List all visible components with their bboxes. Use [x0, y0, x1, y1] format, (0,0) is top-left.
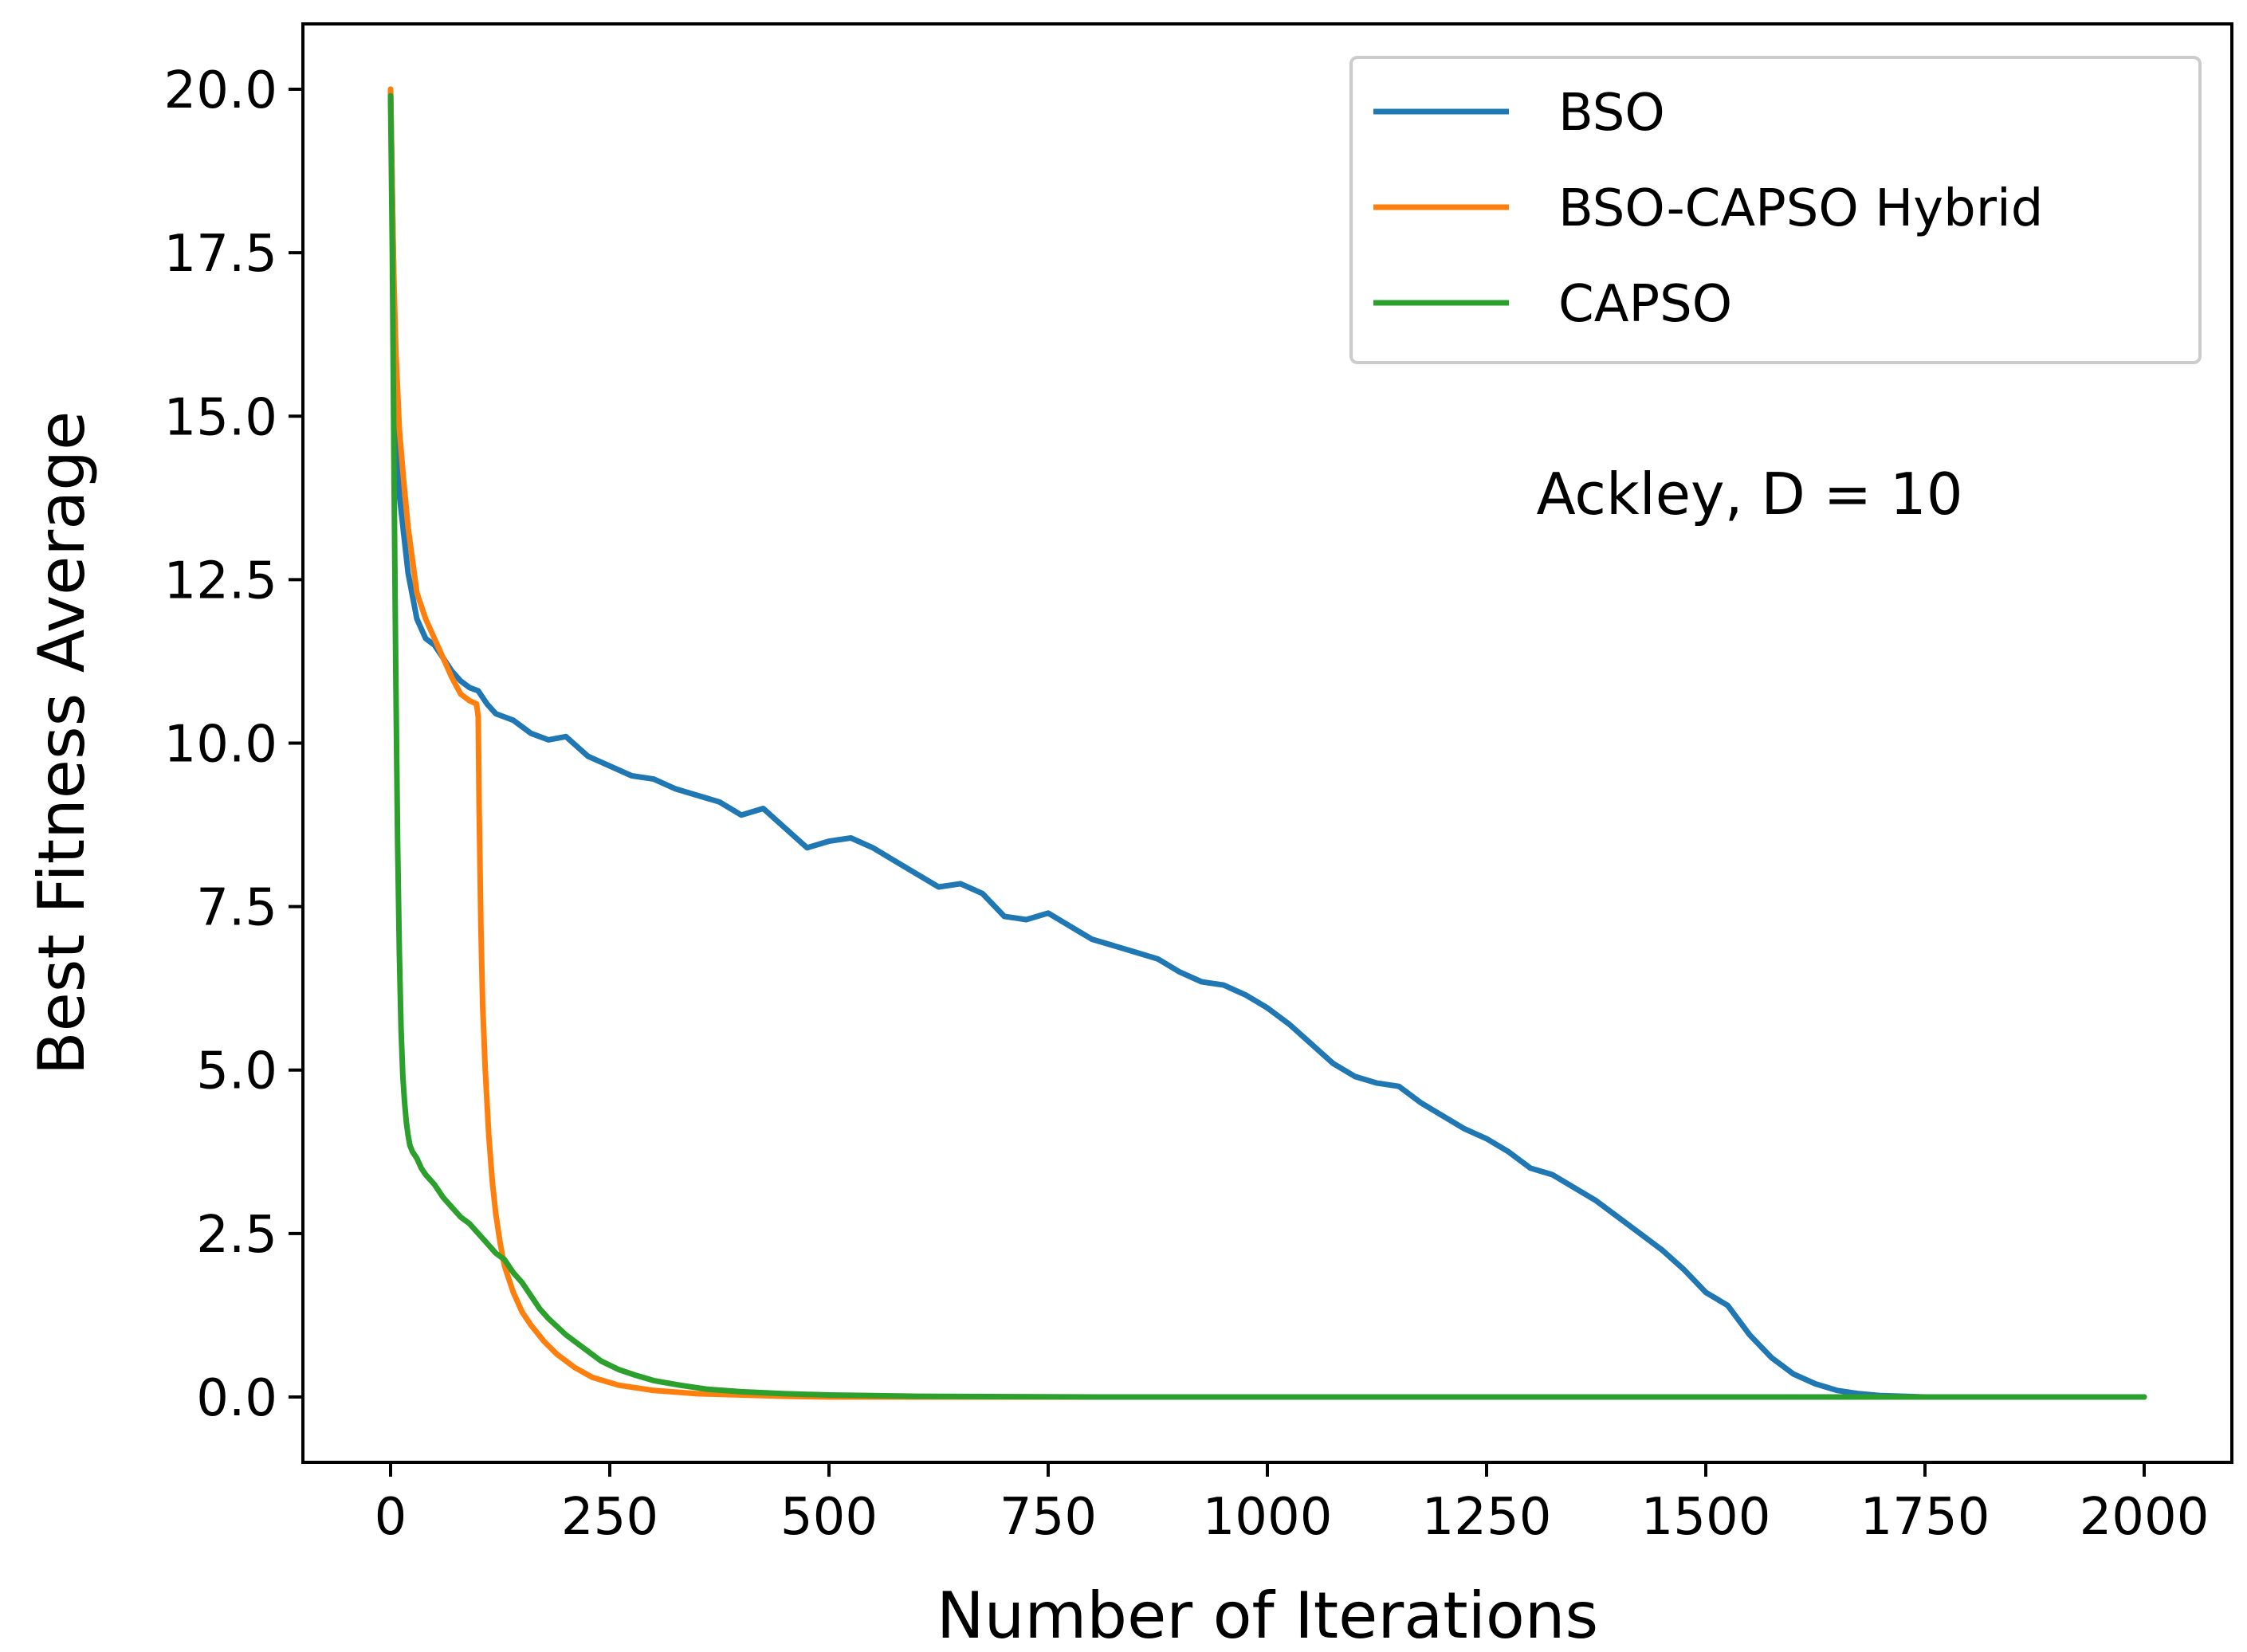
y-tick-label: 15.0	[164, 388, 278, 447]
x-tick-label: 250	[561, 1488, 658, 1547]
y-tick-label: 12.5	[164, 551, 278, 610]
legend-label: CAPSO	[1558, 275, 1732, 334]
y-axis-title: Best Fitness Average	[25, 411, 99, 1076]
series-line-bso	[387, 86, 2147, 1400]
legend-label: BSO-CAPSO Hybrid	[1558, 179, 2043, 238]
legend-label: BSO	[1558, 84, 1665, 143]
x-tick-label: 1250	[1422, 1488, 1552, 1547]
x-tick-label: 1000	[1203, 1488, 1333, 1547]
x-tick-label: 1500	[1641, 1488, 1771, 1547]
y-axis-ticks: 0.0 2.5 5.0 7.5 10.0 12.5 15.0 17.5 20.0	[164, 61, 303, 1428]
series-line-capso	[387, 92, 2147, 1400]
y-tick-label: 2.5	[196, 1206, 277, 1265]
y-tick-label: 0.0	[196, 1369, 277, 1428]
x-axis-title: Number of Iterations	[937, 1579, 1598, 1652]
chart-annotation: Ackley, D = 10	[1536, 461, 1962, 528]
legend-box	[1349, 56, 2202, 364]
x-tick-label: 500	[780, 1488, 878, 1547]
x-axis-ticks: 0 250 500 750 1000 1250 1500 1750 2000	[375, 1462, 2210, 1547]
x-tick-label: 0	[375, 1488, 407, 1547]
series-layer	[387, 86, 2147, 1400]
y-tick-label: 10.0	[164, 716, 278, 775]
y-tick-label: 20.0	[164, 61, 278, 120]
x-tick-label: 2000	[2080, 1488, 2210, 1547]
x-tick-label: 750	[1000, 1488, 1097, 1547]
y-tick-label: 5.0	[196, 1042, 277, 1101]
x-tick-label: 1750	[1860, 1488, 1990, 1547]
y-tick-label: 7.5	[196, 879, 277, 938]
series-line-bso-capso-hybrid	[387, 86, 2147, 1400]
y-tick-label: 17.5	[164, 225, 278, 284]
legend: BSO BSO-CAPSO Hybrid CAPSO	[1349, 56, 2202, 364]
